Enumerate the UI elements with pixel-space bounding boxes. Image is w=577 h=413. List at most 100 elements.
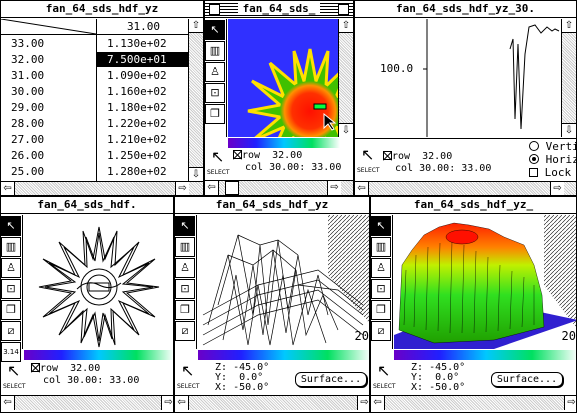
table-row[interactable]: 28.00 1.220e+02	[1, 116, 190, 131]
zoom-tool-icon[interactable]: ⊡	[1, 279, 21, 299]
row-checkbox[interactable]	[31, 363, 40, 372]
pointer-tool-icon[interactable]: ↖	[371, 216, 391, 236]
select-arrow-icon[interactable]: ↖	[377, 361, 391, 380]
row-value[interactable]: 7.500e+01	[97, 52, 192, 67]
diagonal-tool-icon[interactable]: ⧄	[175, 321, 195, 341]
image-horizontal-scrollbar[interactable]: ⇦ ⇨	[205, 180, 353, 195]
surface-button[interactable]: Surface...	[295, 372, 367, 387]
scroll-right-arrow-icon[interactable]: ⇨	[357, 396, 369, 410]
zoom-tool-icon[interactable]: ⊡	[175, 279, 195, 299]
select-arrow-icon[interactable]: ↖	[211, 147, 225, 166]
scroll-left-arrow-icon[interactable]: ⇦	[175, 396, 189, 410]
contour-window-titlebar[interactable]: fan_64_sds_hdf.	[1, 197, 173, 214]
select-arrow-icon[interactable]: ↖	[7, 361, 21, 380]
image-vertical-scrollbar[interactable]: ⇧ ⇩	[338, 19, 353, 137]
surface-horizontal-scrollbar[interactable]: ⇦ ⇨	[371, 395, 576, 410]
plot-window-titlebar[interactable]: fan_64_sds_hdf_yz_30.	[355, 1, 576, 18]
wireframe-plot[interactable]: 20	[198, 215, 369, 349]
row-value[interactable]: 1.210e+02	[107, 133, 167, 146]
scroll-right-arrow-icon[interactable]: ⇨	[175, 182, 189, 195]
table-vertical-scrollbar[interactable]: ⇧ ⇩	[188, 19, 203, 181]
scroll-down-arrow-icon[interactable]: ⇩	[339, 123, 353, 137]
scroll-right-arrow-icon[interactable]: ⇨	[564, 396, 576, 410]
zoom-tool-icon[interactable]: ⊡	[205, 83, 225, 103]
ruler-tool-icon[interactable]: ▥	[1, 237, 21, 257]
wireframe-horizontal-scrollbar[interactable]: ⇦ ⇨	[175, 395, 369, 410]
scroll-down-arrow-icon[interactable]: ⇩	[562, 123, 576, 137]
scroll-thumb[interactable]	[225, 181, 239, 195]
surface-button[interactable]: Surface...	[491, 372, 563, 387]
scroll-down-arrow-icon[interactable]: ⇩	[189, 167, 203, 181]
surface-svg	[394, 215, 576, 349]
contour-plot[interactable]	[24, 215, 173, 349]
zoom-tool-icon[interactable]: ⊡	[371, 279, 391, 299]
table-horizontal-scrollbar[interactable]: ⇦ ⇨	[1, 181, 203, 195]
scroll-right-arrow-icon[interactable]: ⇨	[161, 396, 173, 410]
heatmap-image[interactable]	[228, 19, 340, 137]
row-key: 30.00	[11, 85, 45, 98]
row-value[interactable]: 1.180e+02	[107, 101, 167, 114]
surface-window-titlebar[interactable]: fan_64_sds_hdf_yz_	[371, 197, 576, 214]
row-checkbox[interactable]	[383, 151, 392, 160]
wireframe-window-titlebar[interactable]: fan_64_sds_hdf_yz	[175, 197, 369, 214]
select-arrow-icon[interactable]: ↖	[361, 145, 375, 164]
table-row[interactable]: 25.00 1.280e+02	[1, 164, 190, 179]
scroll-left-arrow-icon[interactable]: ⇦	[1, 182, 15, 195]
ruler-tool-icon[interactable]: ▥	[175, 237, 195, 257]
pointer-tool-icon[interactable]: ↖	[175, 216, 195, 236]
diagonal-tool-icon[interactable]: ⧄	[371, 321, 391, 341]
horizontal-option[interactable]: Horiz	[529, 153, 576, 166]
value-tool[interactable]: 3.14	[1, 342, 21, 362]
probe-tool-icon[interactable]: ♙	[371, 258, 391, 278]
table-row[interactable]: 26.00 1.250e+02	[1, 148, 190, 163]
scroll-up-arrow-icon[interactable]: ⇧	[562, 19, 576, 33]
contour-horizontal-scrollbar[interactable]: ⇦ ⇨	[1, 395, 173, 410]
vertical-radio[interactable]	[529, 141, 539, 151]
diagonal-tool-icon[interactable]: ⧄	[1, 321, 21, 341]
plot-horizontal-scrollbar[interactable]: ⇦ ⇨	[355, 181, 576, 195]
row-value[interactable]: 1.280e+02	[107, 165, 167, 178]
row-checkbox[interactable]	[233, 150, 242, 159]
pointer-tool-icon[interactable]: ↖	[205, 20, 225, 40]
scroll-right-arrow-icon[interactable]: ⇨	[327, 181, 341, 195]
probe-tool-icon[interactable]: ♙	[175, 258, 195, 278]
scroll-up-arrow-icon[interactable]: ⇧	[339, 19, 353, 33]
row-value[interactable]: 1.130e+02	[107, 37, 167, 50]
scroll-up-arrow-icon[interactable]: ⇧	[189, 19, 203, 33]
lock-option[interactable]: Lock	[529, 166, 571, 179]
probe-tool-icon[interactable]: ♙	[205, 62, 225, 82]
probe-tool-icon[interactable]: ♙	[1, 258, 21, 278]
table-row[interactable]: 27.00 1.210e+02	[1, 132, 190, 147]
close-box-icon[interactable]	[209, 4, 220, 15]
image-window-titlebar[interactable]: fan_64_sds_	[205, 1, 353, 18]
copy-tool-icon[interactable]: ❐	[1, 300, 21, 320]
surface-plot[interactable]: 20	[394, 215, 576, 349]
row-value[interactable]: 1.160e+02	[107, 85, 167, 98]
scroll-left-arrow-icon[interactable]: ⇦	[371, 396, 385, 410]
copy-tool-icon[interactable]: ❐	[205, 104, 225, 124]
scroll-right-arrow-icon[interactable]: ⇨	[550, 182, 564, 195]
copy-tool-icon[interactable]: ❐	[371, 300, 391, 320]
row-value[interactable]: 1.090e+02	[107, 69, 167, 82]
scroll-left-arrow-icon[interactable]: ⇦	[1, 396, 15, 410]
table-window-titlebar[interactable]: fan_64_sds_hdf_yz	[1, 1, 203, 18]
copy-tool-icon[interactable]: ❐	[175, 300, 195, 320]
zoom-box-icon[interactable]	[338, 4, 349, 15]
pointer-tool-icon[interactable]: ↖	[1, 216, 21, 236]
horizontal-radio[interactable]	[529, 154, 539, 164]
select-arrow-icon[interactable]: ↖	[181, 361, 195, 380]
plot-vertical-scrollbar[interactable]: ⇧ ⇩	[561, 19, 576, 137]
table-row[interactable]: 30.00 1.160e+02	[1, 84, 190, 99]
table-row[interactable]: 31.00 1.090e+02	[1, 68, 190, 83]
row-value[interactable]: 1.250e+02	[107, 149, 167, 162]
scroll-left-arrow-icon[interactable]: ⇦	[355, 182, 369, 195]
row-value[interactable]: 1.220e+02	[107, 117, 167, 130]
ruler-tool-icon[interactable]: ▥	[205, 41, 225, 61]
vertical-option[interactable]: Verti	[529, 140, 576, 153]
lock-checkbox[interactable]	[529, 168, 538, 177]
table-row[interactable]: 29.00 1.180e+02	[1, 100, 190, 115]
table-row[interactable]: 33.00 1.130e+02	[1, 36, 190, 51]
table-row[interactable]: 32.00 7.500e+01	[1, 52, 192, 67]
ruler-tool-icon[interactable]: ▥	[371, 237, 391, 257]
scroll-left-arrow-icon[interactable]: ⇦	[205, 181, 219, 195]
